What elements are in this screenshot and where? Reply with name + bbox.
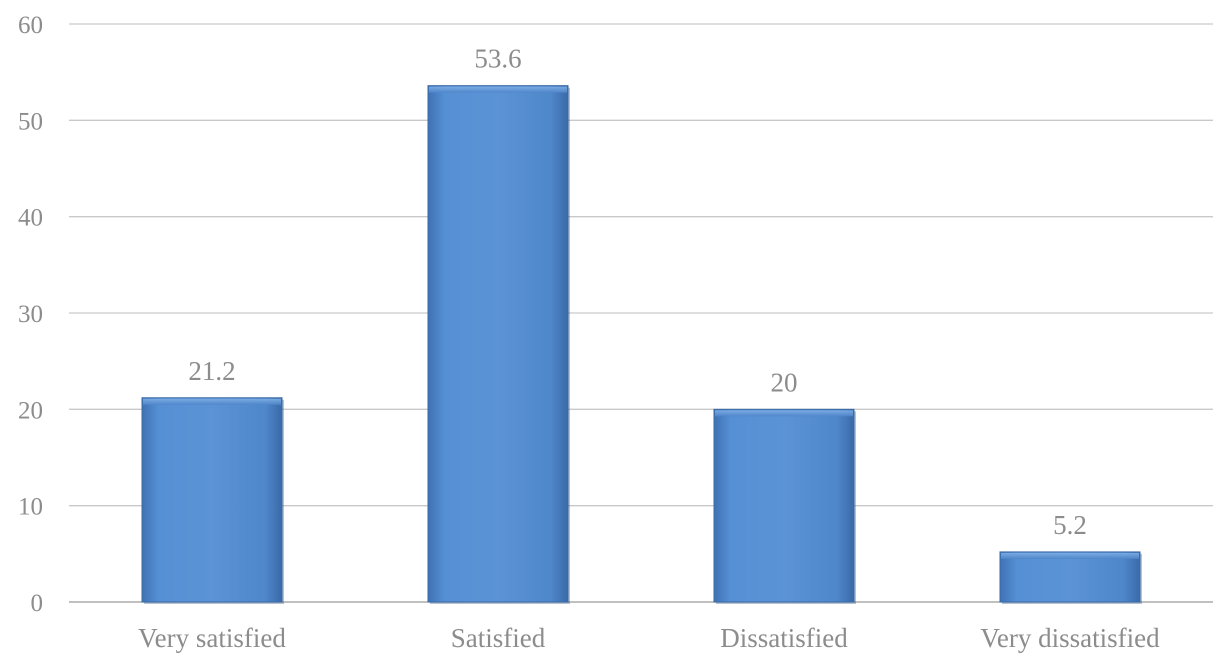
data-labels: 21.2 53.6 20 5.2: [188, 44, 1087, 540]
x-axis-category-labels: Very satisfied Satisfied Dissatisfied Very …: [138, 623, 1160, 653]
y-tick-label: 50: [18, 108, 43, 135]
data-label: 21.2: [188, 356, 235, 386]
bar-top-highlight: [143, 398, 281, 405]
y-tick-label: 30: [18, 301, 43, 328]
y-tick-label: 10: [18, 494, 43, 521]
data-label: 20: [771, 367, 798, 397]
bar-group: [713, 408, 856, 604]
bar-group: [427, 85, 570, 605]
x-category-label: Satisfied: [451, 623, 546, 653]
y-tick-label: 20: [18, 397, 43, 424]
bar: [427, 85, 569, 603]
x-category-label: Very dissatisfied: [980, 623, 1160, 653]
bar-top-highlight: [715, 410, 853, 417]
bar-group: [141, 397, 284, 604]
bars: [141, 85, 1142, 605]
y-tick-label: 60: [18, 12, 43, 39]
bar: [713, 408, 855, 603]
bar-top-highlight: [1001, 552, 1139, 559]
x-category-label: Dissatisfied: [720, 623, 848, 653]
bar: [999, 551, 1141, 603]
bar-top-highlight: [429, 86, 567, 93]
data-label: 53.6: [474, 44, 521, 74]
y-axis-tick-labels: 0 10 20 30 40 50 60: [18, 12, 43, 617]
y-tick-label: 40: [18, 205, 43, 232]
data-label: 5.2: [1053, 510, 1087, 540]
y-tick-label: 0: [31, 590, 44, 617]
bar: [141, 397, 283, 603]
bar-group: [999, 551, 1142, 604]
x-category-label: Very satisfied: [138, 623, 286, 653]
